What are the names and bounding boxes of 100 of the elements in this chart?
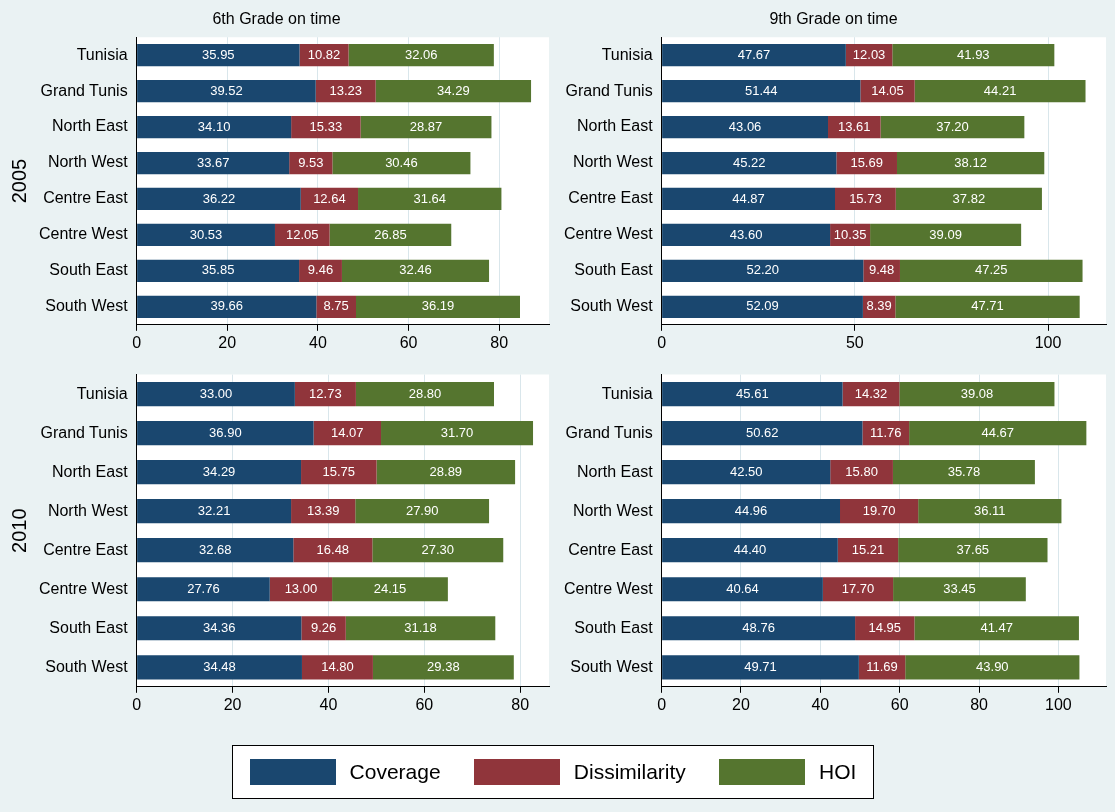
data-label: 47.67 (737, 46, 771, 62)
bar (899, 259, 1083, 283)
data-label: 15.80 (845, 463, 878, 479)
data-label: 47.25 (974, 262, 1008, 278)
bar (662, 79, 861, 103)
data-label: 36.19 (421, 298, 455, 314)
y-tick-label: North East (52, 117, 129, 135)
data-label: 9.53 (298, 154, 324, 170)
data-label: 44.40 (733, 541, 767, 557)
x-tick-label: 80 (511, 695, 530, 713)
data-label: 39.52 (210, 82, 243, 98)
bar (914, 79, 1086, 103)
bar (662, 616, 856, 641)
y-tick-label: Centre West (39, 225, 129, 243)
bar (137, 115, 292, 139)
data-label: 24.15 (373, 580, 407, 596)
data-label: 48.76 (742, 619, 775, 635)
data-label: 45.61 (736, 385, 769, 401)
data-label: 34.48 (203, 658, 236, 674)
y-tick-label: North West (47, 153, 129, 171)
data-label: 10.82 (307, 46, 341, 62)
bar (662, 295, 863, 318)
y-tick-label: Centre East (568, 189, 654, 207)
bar (294, 382, 356, 407)
x-tick-label: 60 (415, 695, 434, 713)
y-tick-label: Tunisia (76, 384, 128, 402)
bar (918, 499, 1062, 524)
y-axis-title: 2005 (7, 158, 30, 204)
data-label: 33.67 (196, 154, 230, 170)
chart-title: 9th Grade on time (769, 10, 898, 28)
y-tick-label: Tunisia (76, 45, 128, 63)
x-tick-label: 20 (218, 333, 237, 351)
data-label: 26.85 (374, 226, 407, 242)
bar (892, 44, 1055, 67)
data-label: 13.00 (284, 580, 318, 596)
chart-title: 6th Grade on time (212, 10, 341, 28)
bar (355, 382, 494, 407)
y-tick-label: North West (572, 501, 654, 519)
data-label: 32.68 (198, 541, 232, 557)
data-label: 34.10 (197, 118, 231, 134)
data-label: 10.35 (833, 226, 867, 242)
y-tick-label: South West (570, 657, 654, 675)
bar (662, 151, 837, 175)
x-tick-label: 60 (399, 333, 418, 351)
data-label: 38.12 (954, 154, 987, 170)
bar (137, 655, 302, 680)
x-tick-label: 40 (308, 333, 327, 351)
data-label: 52.09 (746, 298, 779, 314)
bar (137, 538, 294, 563)
bar (341, 259, 490, 283)
data-label: 36.22 (202, 190, 236, 206)
data-label: 41.47 (980, 619, 1013, 635)
data-label: 51.44 (744, 82, 778, 98)
data-label: 31.18 (404, 619, 437, 635)
y-tick-label: South East (574, 618, 654, 636)
data-label: 31.70 (440, 424, 474, 440)
bar (329, 223, 452, 247)
bar (381, 421, 534, 446)
bar (345, 616, 496, 641)
data-label: 40.64 (726, 580, 759, 596)
y-tick-label: North East (577, 117, 654, 135)
bar (137, 44, 300, 67)
data-label: 50.62 (746, 424, 779, 440)
data-label: 12.64 (313, 190, 346, 206)
y-tick-label: Centre East (43, 189, 129, 207)
data-label: 27.30 (421, 541, 455, 557)
data-label: 17.70 (841, 580, 875, 596)
legend-label: Coverage (349, 760, 441, 784)
data-label: 14.05 (871, 82, 904, 98)
bar (896, 151, 1045, 175)
data-label: 33.00 (199, 385, 233, 401)
data-label: 9.48 (868, 262, 895, 278)
bar (375, 79, 532, 103)
data-label: 45.22 (732, 154, 766, 170)
data-label: 33.45 (943, 580, 976, 596)
data-label: 14.07 (331, 424, 364, 440)
y-tick-label: Grand Tunis (565, 423, 653, 441)
data-label: 43.06 (728, 118, 762, 134)
data-label: 14.32 (854, 385, 888, 401)
y-tick-label: North East (52, 462, 129, 480)
data-label: 12.03 (852, 46, 886, 62)
bar (662, 382, 843, 407)
bar (905, 655, 1080, 680)
bar (137, 187, 301, 211)
data-label: 15.33 (309, 118, 343, 134)
data-label: 37.65 (956, 541, 990, 557)
data-label: 34.36 (202, 619, 236, 635)
data-label: 13.39 (306, 502, 340, 518)
x-tick-label: 20 (223, 695, 242, 713)
bar (301, 460, 377, 485)
x-tick-label: 0 (132, 695, 142, 713)
bar (313, 421, 382, 446)
data-label: 37.82 (952, 190, 986, 206)
bar (137, 223, 275, 247)
y-tick-label: Grand Tunis (40, 423, 128, 441)
data-label: 13.61 (838, 118, 871, 134)
bar (662, 115, 829, 139)
y-tick-label: Tunisia (601, 45, 653, 63)
bar (893, 577, 1026, 602)
bar (822, 577, 894, 602)
